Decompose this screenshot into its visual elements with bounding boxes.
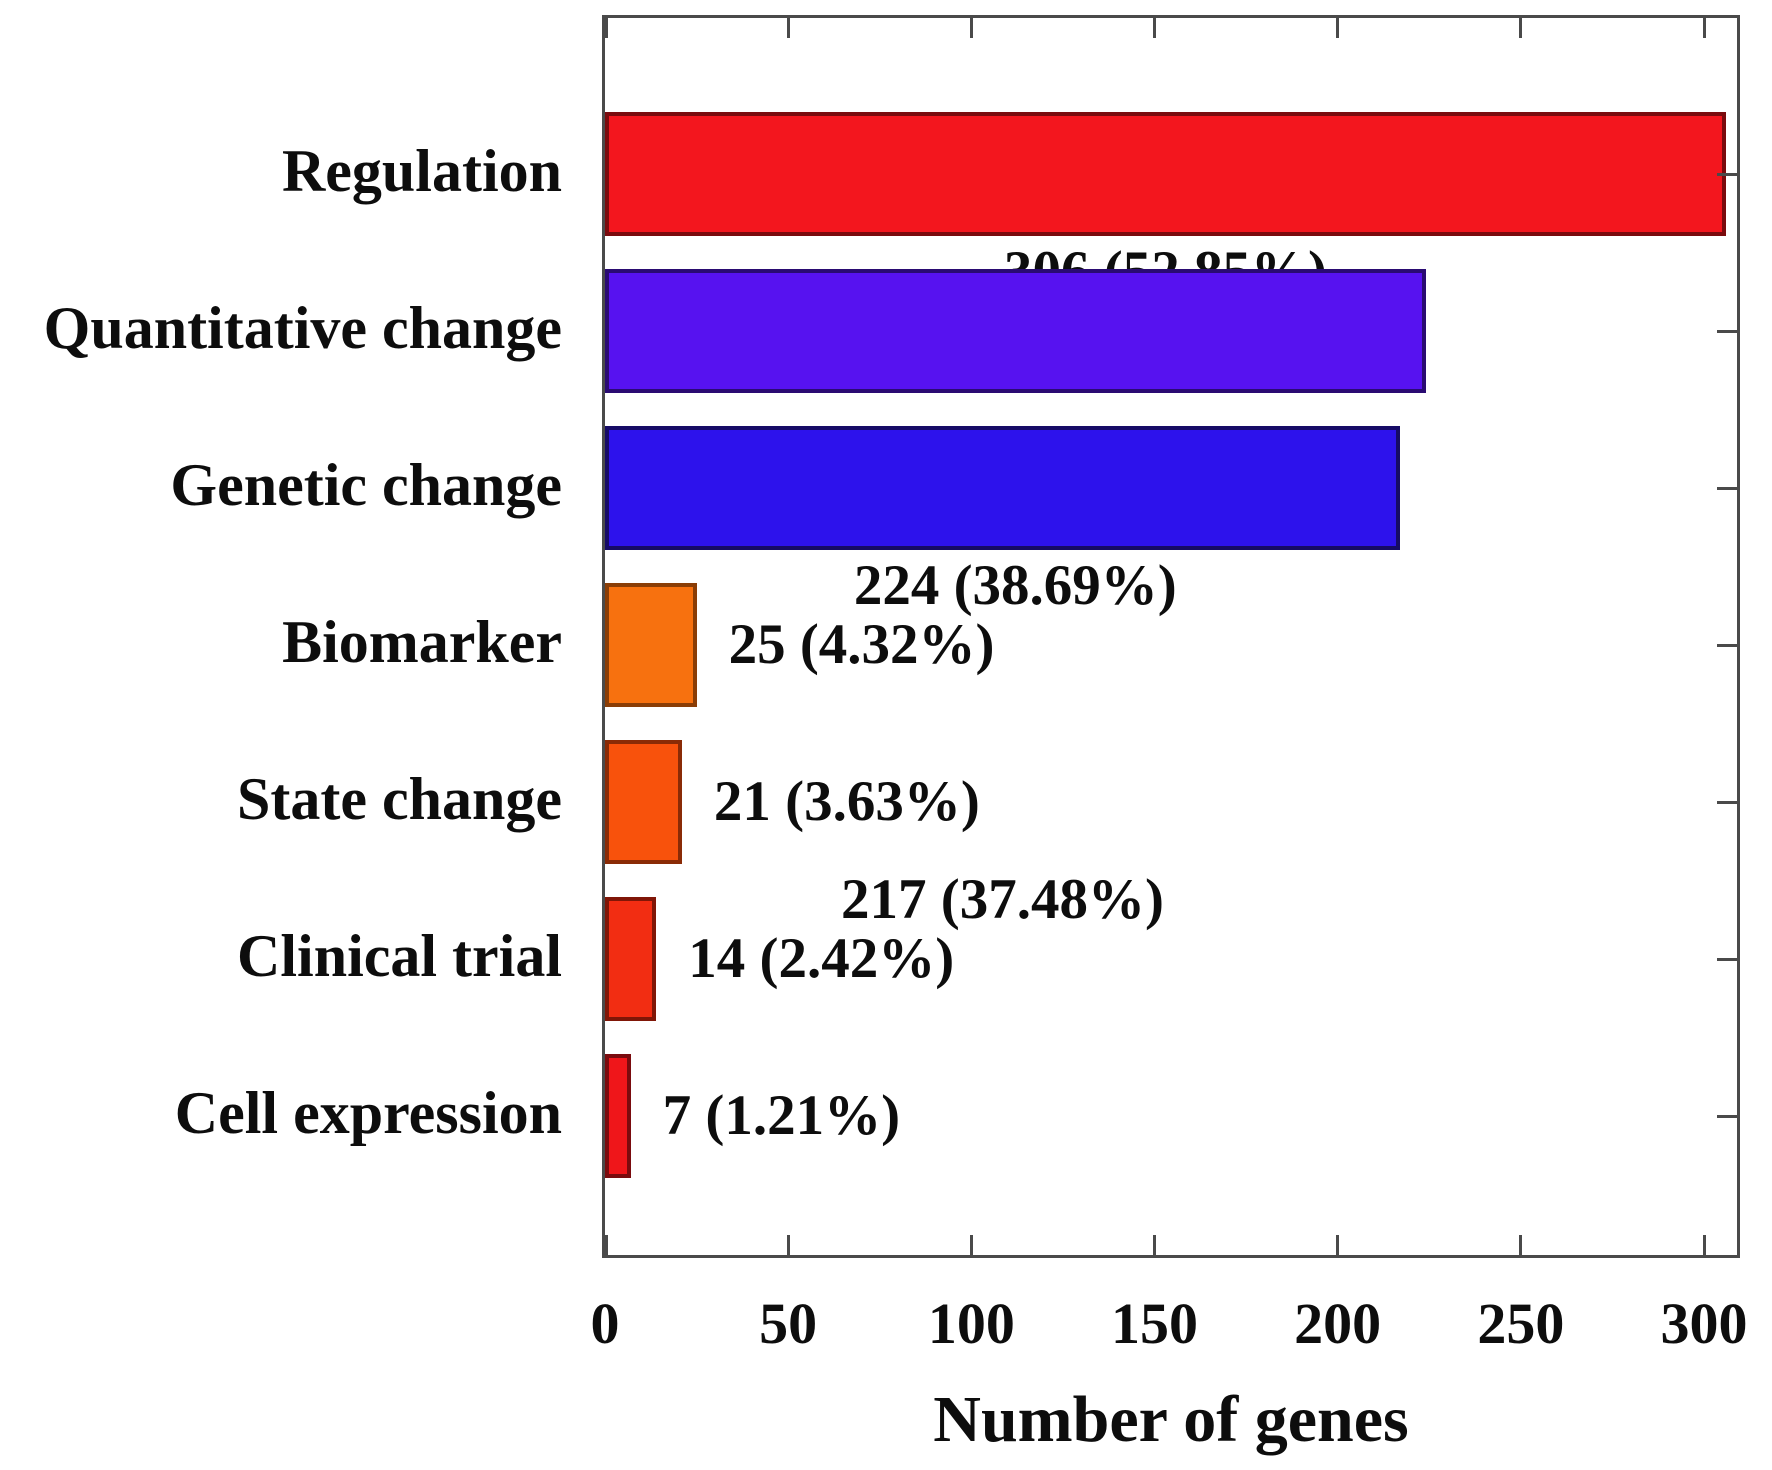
x-tick-top <box>1519 18 1523 38</box>
x-tick-label: 0 <box>590 1291 620 1356</box>
category-label-cell-expression: Cell expression <box>174 1080 562 1146</box>
category-label-clinical-trial: Clinical trial <box>237 923 562 989</box>
plot-area: 306 (52.85%) 224 (38.69%) 217 (37.48%) 25 (… <box>602 15 1740 1258</box>
x-tick-bottom <box>1153 1235 1156 1255</box>
x-tick-label: 50 <box>759 1291 818 1356</box>
bar-value-label: 21 (3.63%) <box>713 770 980 833</box>
category-label-biomarker: Biomarker <box>282 609 562 675</box>
bar-clinical-trial <box>605 897 657 1021</box>
x-tick-label: 100 <box>927 1291 1015 1356</box>
y-tick-right <box>1717 487 1737 490</box>
bar-value-label: 14 (2.42%) <box>688 927 955 990</box>
category-label-quantitative-change: Quantitative change <box>43 295 562 361</box>
x-tick-bottom <box>1702 1235 1706 1255</box>
bar-value-label: 7 (1.21%) <box>662 1084 901 1147</box>
bar-regulation: 306 (52.85%) <box>605 112 1726 303</box>
category-label-regulation: Regulation <box>281 138 562 204</box>
y-tick-right <box>1717 958 1737 961</box>
x-tick-top <box>969 18 973 38</box>
x-tick-label: 250 <box>1477 1291 1565 1356</box>
x-tick-top <box>1702 18 1706 38</box>
bar-value-label: 25 (4.32%) <box>728 613 995 676</box>
y-tick-right <box>1717 644 1737 647</box>
y-tick-right <box>1717 330 1737 333</box>
bar-value-label: 217 (37.48%) <box>840 868 1164 931</box>
x-tick-top <box>1153 18 1156 38</box>
bar-value-label: 224 (38.69%) <box>853 554 1177 617</box>
x-tick-bottom <box>969 1235 973 1255</box>
bar-cell-expression <box>605 1054 631 1178</box>
x-tick-label: 150 <box>1111 1291 1198 1356</box>
x-axis-title: Number of genes <box>933 1383 1409 1456</box>
x-tick-bottom <box>786 1235 790 1255</box>
x-tick-top <box>605 18 608 38</box>
x-tick-bottom <box>1336 1235 1340 1255</box>
bar-genetic-change: 217 (37.48%) <box>605 426 1400 931</box>
x-tick-label: 300 <box>1660 1291 1748 1356</box>
category-label-genetic-change: Genetic change <box>170 452 562 518</box>
bar-state-change <box>605 740 682 864</box>
x-tick-top <box>786 18 790 38</box>
x-tick-top <box>1336 18 1340 38</box>
y-tick-right <box>1717 173 1737 176</box>
x-tick-bottom <box>605 1235 608 1255</box>
x-tick-bottom <box>1519 1235 1523 1255</box>
y-tick-right <box>1717 801 1737 804</box>
bar-quantitative-change: 224 (38.69%) <box>605 269 1426 617</box>
y-tick-right <box>1717 1115 1737 1118</box>
category-label-state-change: State change <box>237 766 562 832</box>
bar-biomarker <box>605 583 697 707</box>
x-tick-label: 200 <box>1294 1291 1382 1356</box>
